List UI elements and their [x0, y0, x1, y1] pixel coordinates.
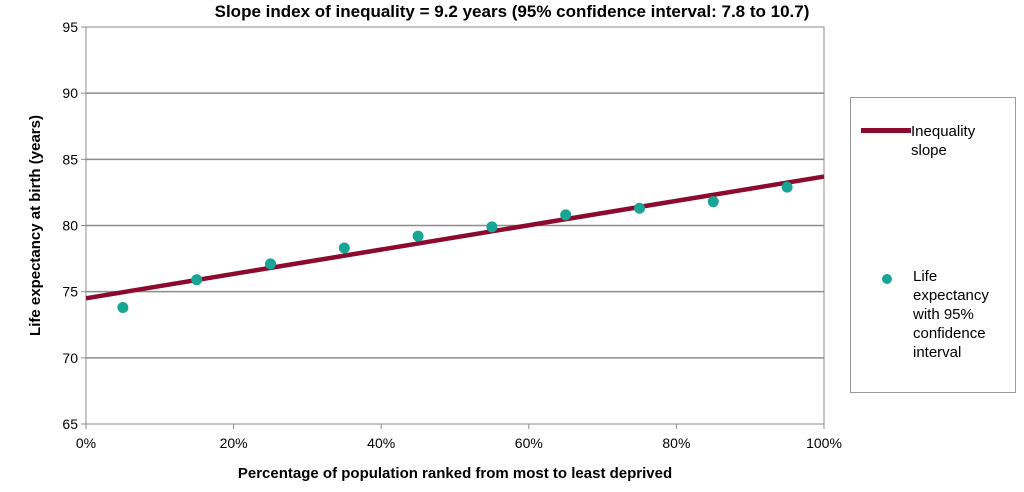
life-expectancy-point [707, 196, 719, 208]
legend-points-label: Life expectancy with 95% confidence inte… [913, 268, 989, 361]
life-expectancy-point [486, 221, 498, 233]
x-tick-label: 40% [367, 435, 395, 451]
life-expectancy-point [117, 302, 129, 314]
y-tick-label: 70 [62, 350, 78, 366]
legend-line-label: Inequality slope [911, 123, 976, 159]
y-axis-title: Life expectancy at birth (years) [27, 115, 44, 336]
y-tick-label: 65 [62, 416, 78, 432]
life-expectancy-point [265, 258, 276, 270]
life-expectancy-point [781, 181, 793, 193]
inequality-slope-line [85, 174, 825, 301]
y-tick-label: 95 [62, 19, 78, 35]
x-tick-label: 60% [515, 435, 543, 451]
y-tick-label: 85 [62, 151, 78, 167]
chart-title: Slope index of inequality = 9.2 years (9… [214, 2, 810, 21]
legend: Inequality slope Life expectancy with 95… [850, 97, 1016, 393]
x-tick-label: 20% [220, 435, 248, 451]
x-axis-title: Percentage of population ranked from mos… [238, 465, 672, 482]
x-tick-label: 80% [662, 435, 690, 451]
life-expectancy-point [338, 242, 350, 254]
legend-line-swatch [861, 128, 911, 133]
life-expectancy-point [634, 202, 645, 214]
y-tick-label: 80 [62, 218, 78, 234]
life-expectancy-point [412, 230, 424, 242]
life-expectancy-point [191, 274, 203, 286]
y-tick-label: 90 [62, 85, 78, 101]
x-tick-label: 0% [76, 435, 96, 451]
life-expectancy-point [560, 209, 572, 221]
y-tick-label: 75 [62, 284, 78, 300]
legend-point-swatch [882, 274, 892, 284]
x-tick-label: 100% [806, 435, 842, 451]
